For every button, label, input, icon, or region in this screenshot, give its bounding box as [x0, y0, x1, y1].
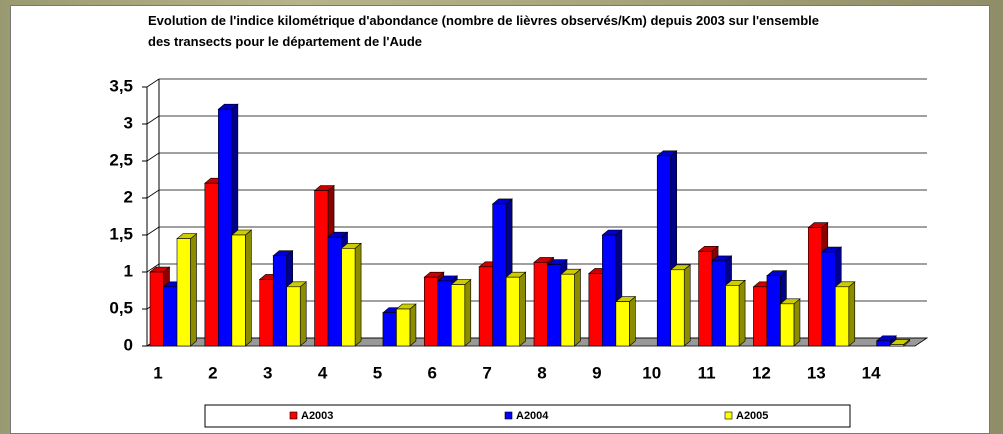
legend-swatch — [290, 412, 297, 419]
bar — [753, 287, 767, 346]
bar — [808, 228, 822, 346]
bar — [877, 341, 891, 346]
x-tick-label: 6 — [428, 363, 437, 382]
x-tick-label: 13 — [807, 363, 826, 382]
bar — [177, 239, 191, 346]
grid-line-side — [147, 79, 159, 87]
bar — [699, 251, 713, 346]
bar-side — [739, 280, 745, 346]
bar — [260, 279, 274, 346]
bar — [767, 276, 781, 346]
bar — [506, 277, 519, 346]
legend-label: A2003 — [301, 410, 333, 422]
chart: 00,511,522,533,51234567891011121314A2003… — [0, 0, 1003, 434]
bar — [616, 302, 630, 346]
x-tick-label: 1 — [153, 363, 162, 382]
bar — [218, 109, 232, 346]
bar — [205, 183, 219, 346]
bar — [493, 204, 507, 346]
bar — [232, 235, 246, 346]
bar — [451, 285, 465, 346]
bar-side — [300, 282, 306, 346]
y-tick-label: 0,5 — [109, 298, 133, 317]
x-tick-label: 10 — [642, 363, 661, 382]
y-tick-label: 2 — [124, 187, 133, 206]
bar — [315, 191, 329, 346]
bar — [589, 273, 603, 346]
grid-line-side — [147, 190, 159, 198]
grid-line-side — [147, 227, 159, 235]
bar-side — [575, 269, 581, 346]
x-tick-label: 11 — [698, 363, 716, 382]
bar — [602, 235, 616, 346]
bar — [479, 267, 493, 346]
bar-side — [355, 243, 361, 346]
bar — [150, 272, 164, 346]
bar — [287, 287, 301, 346]
bar — [835, 287, 849, 346]
bar — [671, 270, 685, 346]
bar — [561, 274, 575, 346]
x-tick-label: 9 — [592, 363, 601, 382]
grid-line-side — [147, 116, 159, 124]
bar-side — [849, 282, 855, 346]
bar — [273, 256, 287, 346]
x-tick-label: 3 — [263, 363, 272, 382]
bar-side — [465, 280, 471, 346]
bar — [383, 313, 397, 346]
x-tick-label: 8 — [537, 363, 546, 382]
bar-side — [520, 272, 526, 346]
bar — [657, 156, 671, 346]
bar — [780, 304, 794, 346]
bar-side — [684, 265, 690, 346]
y-tick-label: 0 — [124, 335, 133, 354]
x-tick-label: 2 — [208, 363, 217, 382]
legend-swatch — [725, 412, 732, 419]
grid-line-side — [147, 153, 159, 161]
bar — [328, 237, 342, 346]
y-tick-label: 1 — [124, 261, 133, 280]
x-tick-label: 14 — [862, 363, 881, 382]
page: {"chart_data": {"type": "bar3d", "title"… — [0, 0, 1003, 434]
legend-label: A2004 — [516, 410, 549, 422]
bar-side — [629, 297, 635, 346]
bar — [438, 281, 452, 346]
bar — [342, 248, 356, 346]
bar — [164, 287, 178, 346]
bar — [822, 252, 836, 346]
y-tick-label: 3 — [124, 113, 133, 132]
legend-label: A2005 — [736, 410, 768, 422]
bar — [534, 262, 548, 346]
x-tick-label: 4 — [318, 363, 328, 382]
y-tick-label: 2,5 — [109, 150, 133, 169]
x-tick-label: 5 — [373, 363, 382, 382]
legend-swatch — [505, 412, 512, 419]
bar — [890, 345, 904, 346]
y-tick-label: 3,5 — [109, 76, 133, 95]
x-tick-label: 12 — [752, 363, 771, 382]
x-tick-label: 7 — [482, 363, 491, 382]
bar-side — [794, 299, 800, 346]
bar-side — [410, 304, 416, 346]
bar — [712, 261, 726, 346]
bar — [548, 265, 562, 346]
bar-side — [191, 234, 197, 346]
bar — [424, 277, 438, 346]
y-tick-label: 1,5 — [109, 224, 133, 243]
bar-side — [245, 230, 251, 346]
bar — [726, 285, 740, 346]
bar — [396, 309, 410, 346]
